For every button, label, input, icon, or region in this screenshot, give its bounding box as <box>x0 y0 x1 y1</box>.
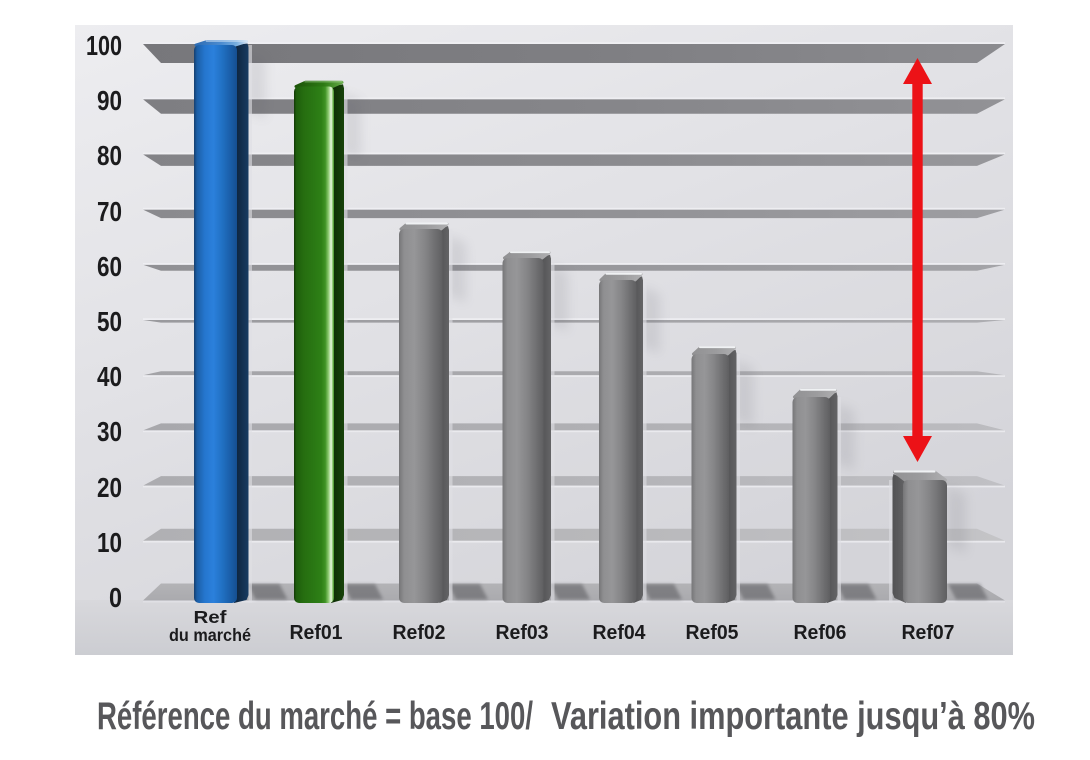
svg-text:60: 60 <box>97 251 122 282</box>
svg-text:100: 100 <box>86 30 122 61</box>
svg-text:10: 10 <box>97 527 122 558</box>
svg-text:Ref: Ref <box>194 607 227 627</box>
svg-text:0: 0 <box>109 582 122 613</box>
svg-text:Ref01: Ref01 <box>290 622 343 644</box>
svg-text:Ref04: Ref04 <box>593 622 647 644</box>
svg-text:Ref05: Ref05 <box>686 622 739 644</box>
svg-text:70: 70 <box>97 196 122 227</box>
svg-text:40: 40 <box>97 361 122 392</box>
svg-text:Ref02: Ref02 <box>393 622 446 644</box>
svg-text:Référence du marché = base 100: Référence du marché = base 100/ <box>97 695 533 738</box>
svg-text:90: 90 <box>97 85 122 116</box>
svg-text:Ref07: Ref07 <box>902 622 955 644</box>
svg-text:Ref03: Ref03 <box>496 622 549 644</box>
svg-text:du marché: du marché <box>169 625 251 645</box>
svg-text:20: 20 <box>97 472 122 503</box>
svg-text:30: 30 <box>97 416 122 447</box>
svg-text:50: 50 <box>97 306 122 337</box>
svg-text:Ref06: Ref06 <box>794 622 847 644</box>
svg-text:80: 80 <box>97 140 122 171</box>
svg-text:Variation importante jusqu’à 8: Variation importante jusqu’à 80% <box>551 695 1035 738</box>
